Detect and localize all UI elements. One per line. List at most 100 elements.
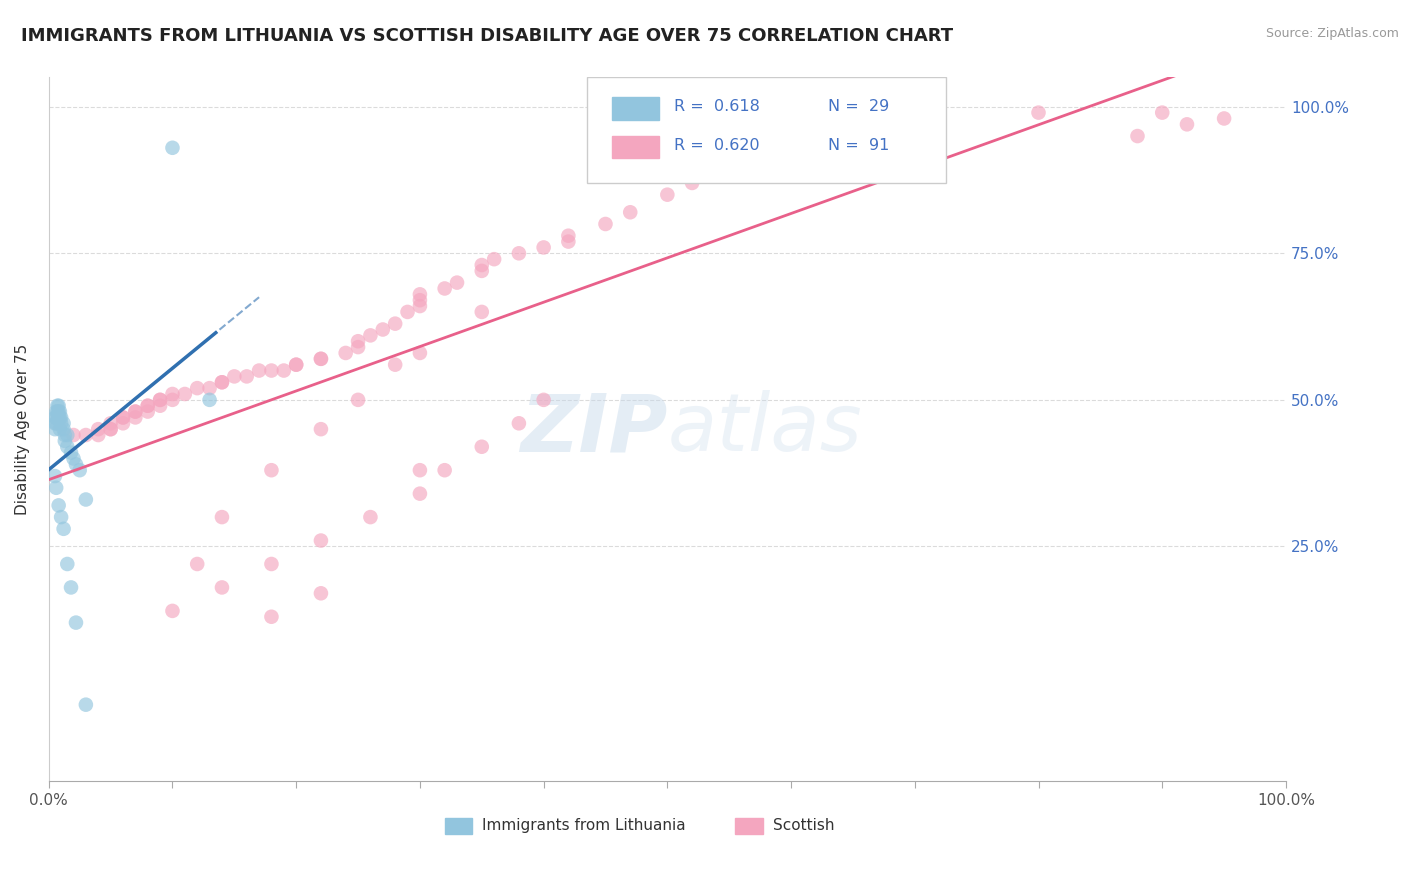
Point <box>1126 129 1149 144</box>
Point <box>44 422 66 436</box>
Point <box>409 299 432 313</box>
Point <box>508 417 530 431</box>
Point <box>309 586 332 600</box>
Point <box>52 522 75 536</box>
Point <box>46 399 69 413</box>
Point <box>1175 117 1198 131</box>
Point <box>124 410 146 425</box>
Bar <box>735 818 762 834</box>
Point <box>69 463 91 477</box>
Point <box>273 363 295 377</box>
Point <box>44 417 66 431</box>
Point <box>224 369 246 384</box>
Point <box>162 392 184 407</box>
Point <box>359 328 381 343</box>
Point <box>186 557 208 571</box>
Text: N =  91: N = 91 <box>828 138 890 153</box>
Point <box>49 410 72 425</box>
Point <box>260 609 283 624</box>
Point <box>60 581 83 595</box>
Point <box>49 404 72 418</box>
Point <box>48 410 70 425</box>
Point <box>211 376 233 390</box>
Text: Immigrants from Lithuania: Immigrants from Lithuania <box>482 818 685 833</box>
Point <box>211 376 233 390</box>
Point <box>409 463 432 477</box>
Text: IMMIGRANTS FROM LITHUANIA VS SCOTTISH DISABILITY AGE OVER 75 CORRELATION CHART: IMMIGRANTS FROM LITHUANIA VS SCOTTISH DI… <box>21 27 953 45</box>
Point <box>198 381 221 395</box>
Point <box>482 252 505 267</box>
Point <box>384 358 406 372</box>
Point <box>149 392 172 407</box>
Point <box>260 557 283 571</box>
Point <box>619 205 641 219</box>
Point <box>309 351 332 366</box>
Point <box>45 417 67 431</box>
Point <box>211 510 233 524</box>
Point <box>557 228 579 243</box>
Point <box>60 445 83 459</box>
Point <box>742 146 765 161</box>
Point <box>533 392 555 407</box>
Point <box>309 533 332 548</box>
Point <box>65 458 87 472</box>
Point <box>75 428 97 442</box>
Text: ZIP: ZIP <box>520 390 668 468</box>
Point <box>471 258 494 272</box>
Point <box>136 404 159 418</box>
Point <box>247 363 270 377</box>
Point <box>52 417 75 431</box>
Point <box>198 392 221 407</box>
Point <box>260 363 283 377</box>
Point <box>409 287 432 301</box>
Point <box>162 141 184 155</box>
Point <box>384 317 406 331</box>
Text: N =  29: N = 29 <box>828 100 890 114</box>
Point <box>53 428 76 442</box>
Point <box>149 392 172 407</box>
Point <box>62 428 84 442</box>
Point <box>56 428 79 442</box>
Point <box>87 428 110 442</box>
Point <box>48 404 70 418</box>
Point <box>718 158 741 172</box>
Point <box>46 404 69 418</box>
Point <box>87 422 110 436</box>
Point <box>75 492 97 507</box>
Text: Source: ZipAtlas.com: Source: ZipAtlas.com <box>1265 27 1399 40</box>
Point <box>433 463 456 477</box>
Point <box>49 410 72 425</box>
Point <box>359 510 381 524</box>
Point <box>595 217 617 231</box>
Point <box>309 422 332 436</box>
Y-axis label: Disability Age Over 75: Disability Age Over 75 <box>15 343 30 515</box>
Point <box>285 358 308 372</box>
Point <box>44 410 66 425</box>
Point <box>471 264 494 278</box>
Point <box>409 346 432 360</box>
Point <box>111 417 134 431</box>
Point <box>681 176 703 190</box>
Point <box>49 422 72 436</box>
Point <box>557 235 579 249</box>
Point <box>186 381 208 395</box>
Point <box>65 615 87 630</box>
Point <box>111 410 134 425</box>
Point <box>446 276 468 290</box>
Bar <box>444 818 472 834</box>
Point <box>53 434 76 448</box>
Point <box>1028 105 1050 120</box>
Point <box>533 240 555 254</box>
Point <box>49 417 72 431</box>
Point <box>149 399 172 413</box>
Point <box>285 358 308 372</box>
Point <box>347 334 370 349</box>
Point <box>162 604 184 618</box>
Point <box>56 440 79 454</box>
Point <box>124 404 146 418</box>
Point <box>371 322 394 336</box>
Point <box>45 404 67 418</box>
Point <box>396 305 419 319</box>
Point <box>409 293 432 308</box>
Point <box>471 305 494 319</box>
